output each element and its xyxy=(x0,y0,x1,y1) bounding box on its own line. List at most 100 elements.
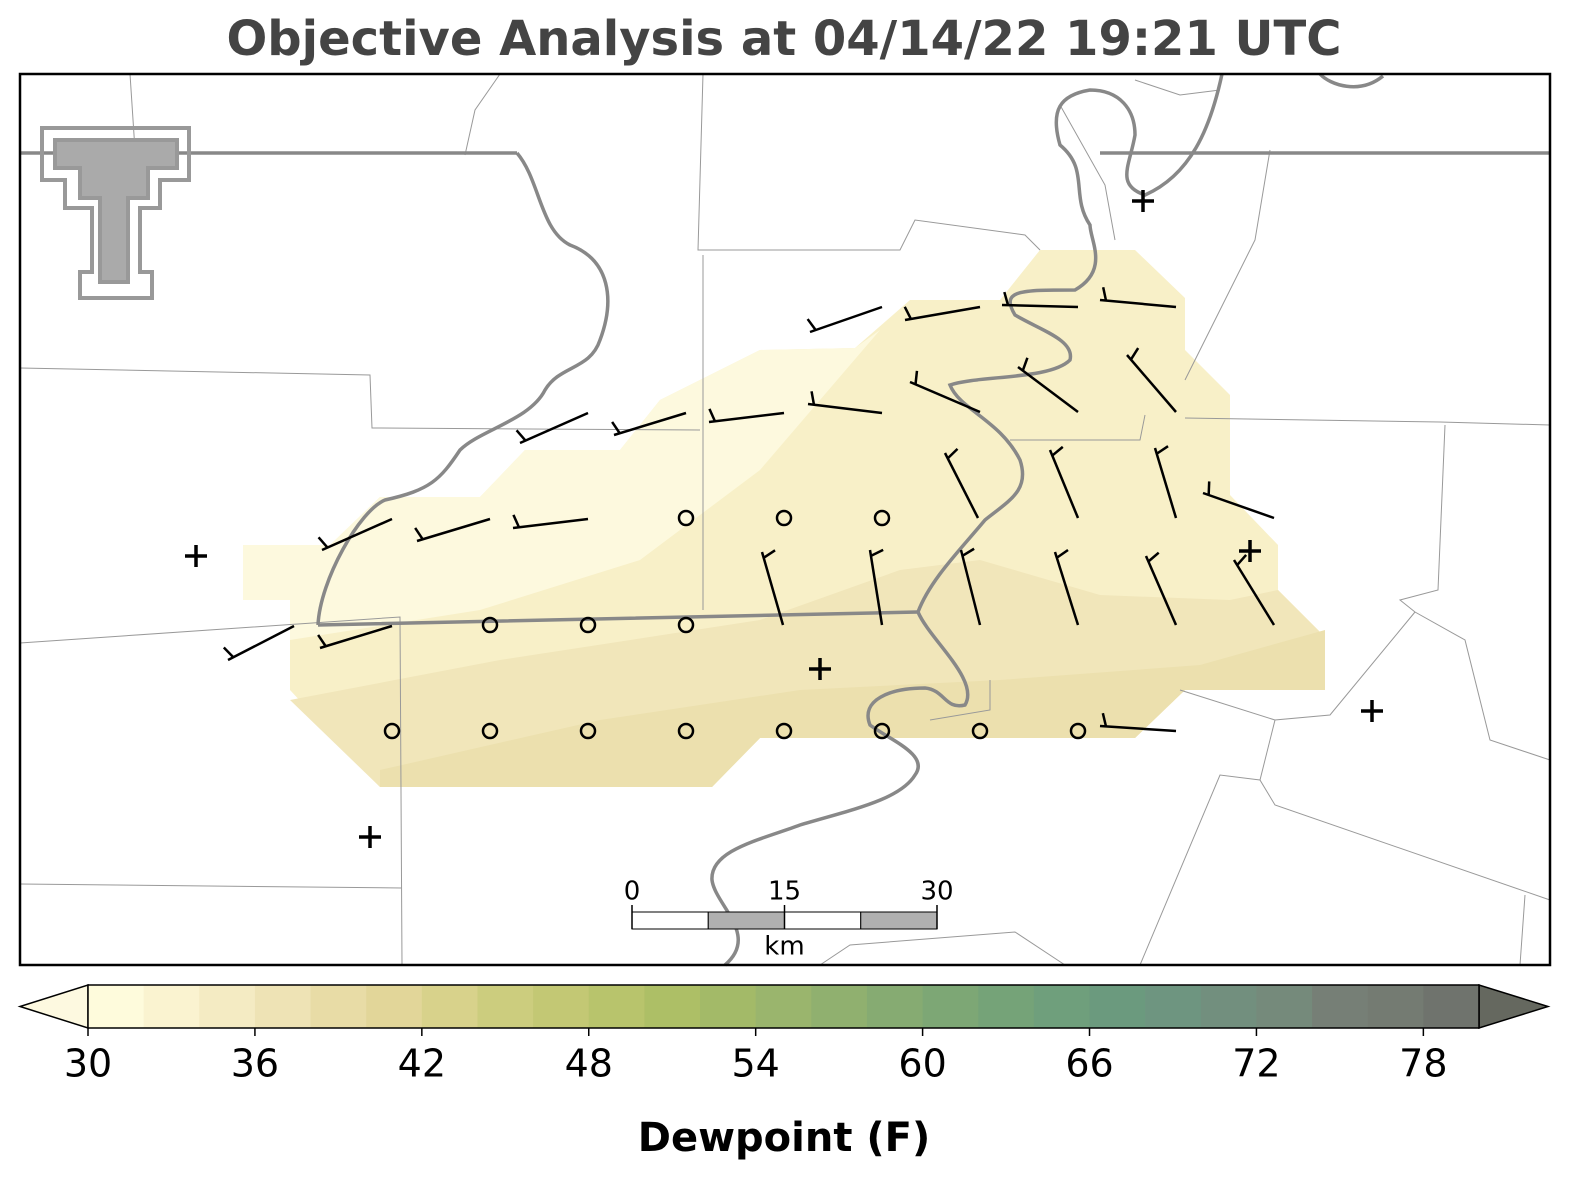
colorbar-segment xyxy=(143,985,200,1028)
scale-segment xyxy=(860,911,938,930)
wind-barb-flag xyxy=(515,429,527,442)
wind-barb xyxy=(708,411,785,424)
wind-barb-flag xyxy=(611,421,621,434)
colorbar-label: Dewpoint (F) xyxy=(638,1115,931,1161)
missing-station xyxy=(1132,190,1154,212)
calm-station xyxy=(971,722,989,740)
wind-barb-flag xyxy=(1147,551,1160,563)
wind-barb-flag xyxy=(1021,357,1029,372)
map-frame xyxy=(18,72,1552,967)
calm-station xyxy=(579,616,597,634)
wind-barb xyxy=(227,624,295,662)
calm-station xyxy=(481,616,499,634)
analysis-band xyxy=(243,330,880,640)
colorbar-tick-label: 30 xyxy=(64,1042,112,1086)
colorbar-segment xyxy=(1423,985,1480,1028)
colorbar-segment xyxy=(310,985,367,1028)
colorbar-segment xyxy=(700,985,757,1028)
colorbar-segment xyxy=(88,985,145,1028)
scale-bar: 0 15 30 km xyxy=(624,877,954,962)
colorbar-segment xyxy=(254,985,312,1028)
colorbar-segment xyxy=(199,985,256,1028)
calm-station xyxy=(677,616,695,634)
wind-barb-flag xyxy=(1101,286,1108,301)
river xyxy=(316,72,1385,967)
scale-segment xyxy=(631,911,709,930)
colorbar-tick-label: 42 xyxy=(398,1042,446,1086)
wind-barb xyxy=(613,411,687,437)
wind-barb-flag xyxy=(903,306,913,320)
wind-barb xyxy=(959,549,982,626)
colorbar-segment xyxy=(1200,985,1257,1028)
wind-barb-flag xyxy=(914,370,919,385)
wind-barb xyxy=(760,551,785,626)
analysis-band xyxy=(380,630,1325,787)
colorbar-tick-label: 36 xyxy=(231,1042,279,1086)
logo xyxy=(40,126,191,300)
wind-barb xyxy=(909,380,981,414)
colorbar-frame xyxy=(87,984,1480,1029)
wind-barb xyxy=(1099,298,1177,309)
colorbar-segment xyxy=(1033,985,1091,1028)
calm-station xyxy=(481,722,499,740)
colorbar-tick-label: 48 xyxy=(565,1042,613,1086)
stations xyxy=(185,190,1383,848)
wind-barb-flag xyxy=(512,514,521,528)
wind-barb xyxy=(1202,491,1275,520)
colorbar-segment xyxy=(922,985,979,1028)
colorbar-segment xyxy=(1145,985,1202,1028)
wind-barb xyxy=(1126,354,1177,413)
colorbar-extend-low xyxy=(17,983,89,1030)
wind-barb-flag xyxy=(1236,554,1248,566)
colorbar-extend-high xyxy=(1478,983,1551,1030)
wind-barb xyxy=(1048,449,1080,519)
wind-barb-flag xyxy=(414,527,424,540)
colorbar-segment xyxy=(1312,985,1369,1028)
title: Objective Analysis at 04/14/22 19:21 UTC xyxy=(227,11,1342,67)
wind-barb xyxy=(1232,559,1276,626)
wind-barb-flag xyxy=(1056,548,1069,559)
wind-barb-flag xyxy=(708,408,717,422)
missing-station xyxy=(185,545,207,567)
wind-barb xyxy=(1153,447,1178,519)
scale-unit: km xyxy=(764,932,804,962)
scale-segment xyxy=(707,911,785,930)
wind-barb xyxy=(1017,366,1079,413)
calm-station xyxy=(775,722,793,740)
wind-barb xyxy=(512,517,589,530)
colorbar-segment xyxy=(477,985,534,1028)
colorbar: 30 36 42 48 54 60 66 72 78 xyxy=(17,983,1551,1086)
scale-label: 0 xyxy=(624,877,641,907)
colorbar-segment xyxy=(1089,985,1146,1028)
wind-barb-flag xyxy=(317,536,329,549)
colorbar-tick-label: 60 xyxy=(898,1042,946,1086)
wind-barb-flag xyxy=(946,447,959,460)
calm-station xyxy=(677,509,695,527)
missing-station xyxy=(359,826,381,848)
colorbar-segment xyxy=(755,985,812,1028)
missing-station xyxy=(1239,540,1261,562)
wind-barb xyxy=(1144,555,1178,626)
wind-barb-flag xyxy=(1207,481,1211,496)
colorbar-segment xyxy=(644,985,701,1028)
calm-station xyxy=(677,722,695,740)
wind-barb-flag xyxy=(870,548,884,558)
colorbar-segment xyxy=(1256,985,1313,1028)
wind-barb-flag xyxy=(1051,445,1064,457)
scale-label: 30 xyxy=(920,877,953,907)
colorbar-segment xyxy=(588,985,645,1028)
colorbar-segment xyxy=(1367,985,1424,1028)
wind-barb xyxy=(868,549,884,626)
wind-barb xyxy=(1053,551,1080,626)
wind-barb-flag xyxy=(762,549,776,559)
boundary xyxy=(19,73,1551,966)
colorbar-segment xyxy=(811,985,868,1028)
wind-barb xyxy=(904,305,981,322)
calm-station xyxy=(383,722,401,740)
wind-barb xyxy=(1099,724,1177,733)
colorbar-tick-label: 66 xyxy=(1065,1042,1113,1086)
colorbar-segment xyxy=(533,985,590,1028)
map xyxy=(18,72,1552,967)
wind-barb-flag xyxy=(317,634,327,647)
